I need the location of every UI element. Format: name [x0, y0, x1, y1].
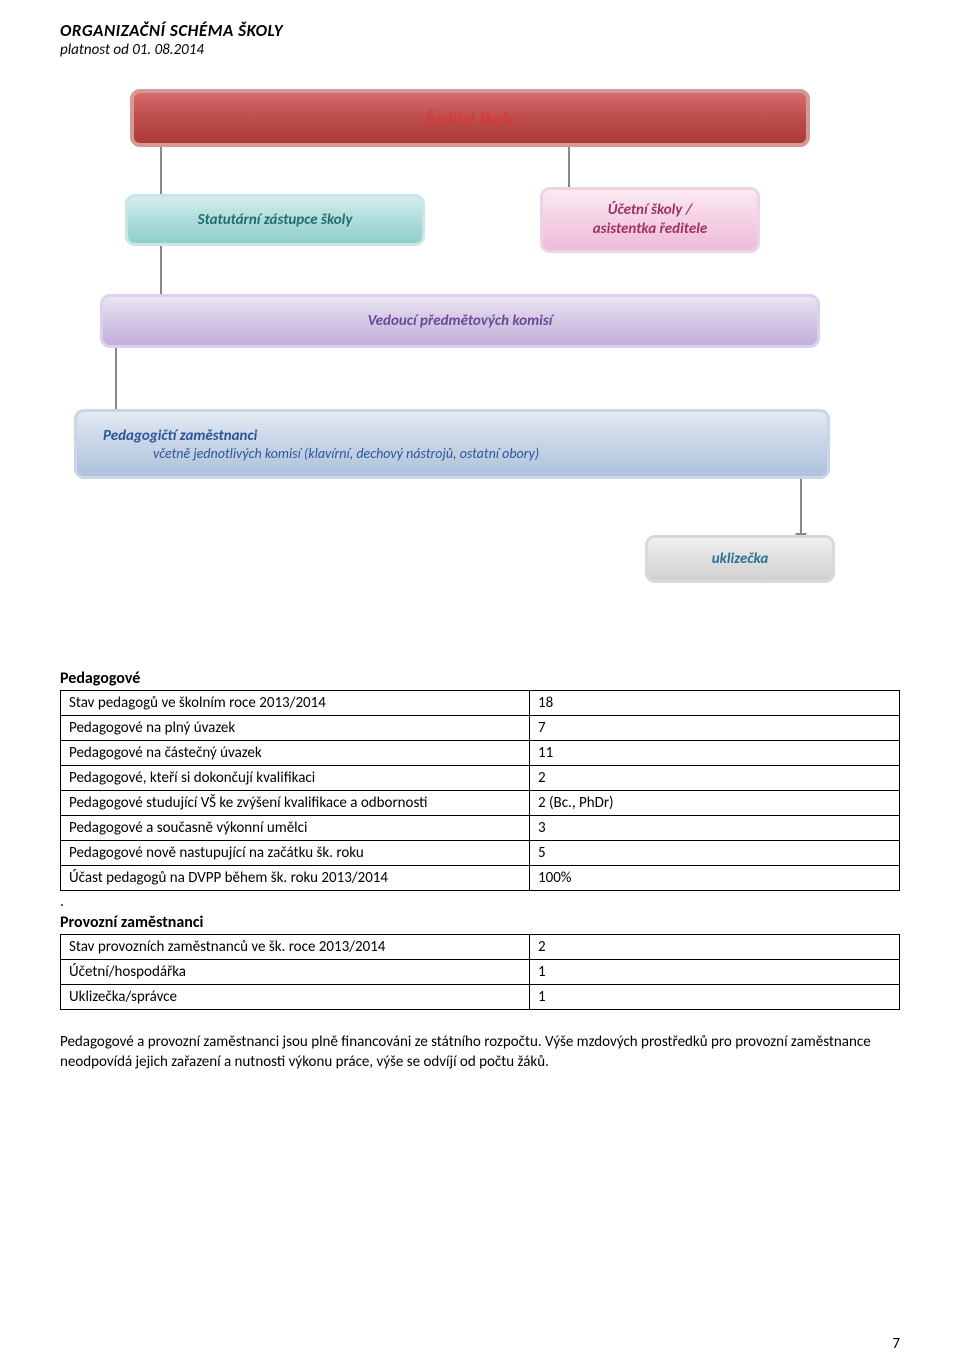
cell-label: Pedagogové na částečný úvazek	[61, 741, 530, 766]
footer-paragraph: Pedagogové a provozní zaměstnanci jsou p…	[60, 1032, 900, 1073]
cell-value: 1	[530, 960, 900, 985]
connector	[115, 348, 117, 409]
table-row: Pedagogové na částečný úvazek11	[61, 741, 900, 766]
table-row: Uklizečka/správce1	[61, 985, 900, 1010]
page-number: 7	[892, 1335, 900, 1353]
node-director: Ředitel školy	[130, 89, 810, 147]
cell-value: 18	[530, 691, 900, 716]
page-title: ORGANIZAČNÍ SCHÉMA ŠKOLY	[60, 20, 900, 41]
cell-label: Stav provozních zaměstnanců ve šk. roce …	[61, 935, 530, 960]
table-row: Pedagogové a současně výkonní umělci3	[61, 816, 900, 841]
cell-value: 3	[530, 816, 900, 841]
cell-label: Uklizečka/správce	[61, 985, 530, 1010]
table-row: Pedagogové studující VŠ ke zvýšení kvali…	[61, 791, 900, 816]
org-chart: Ředitel školy Statutární zástupce školy …	[60, 89, 900, 649]
cell-value: 2	[530, 766, 900, 791]
node-accountant-line2: asistentka ředitele	[593, 220, 708, 240]
table-row: Účast pedagogů na DVPP během šk. roku 20…	[61, 866, 900, 891]
pedagogove-table: Stav pedagogů ve školním roce 2013/20141…	[60, 690, 900, 891]
node-director-label: Ředitel školy	[426, 108, 514, 129]
cell-label: Účetní/hospodářka	[61, 960, 530, 985]
node-heads: Vedoucí předmětových komisí	[100, 294, 820, 348]
table-row: Stav pedagogů ve školním roce 2013/20141…	[61, 691, 900, 716]
provozni-table: Stav provozních zaměstnanců ve šk. roce …	[60, 934, 900, 1010]
section-heading-provozni: Provozní zaměstnanci	[60, 913, 900, 932]
table-row: Pedagogové na plný úvazek7	[61, 716, 900, 741]
table-row: Pedagogové, kteří si dokončují kvalifika…	[61, 766, 900, 791]
cell-value: 11	[530, 741, 900, 766]
node-accountant: Účetní školy / asistentka ředitele	[540, 187, 760, 253]
cell-value: 1	[530, 985, 900, 1010]
connector	[160, 147, 162, 194]
cell-label: Stav pedagogů ve školním roce 2013/2014	[61, 691, 530, 716]
section-heading-pedagogove: Pedagogové	[60, 669, 900, 688]
connector	[568, 147, 570, 187]
connector	[800, 479, 802, 535]
node-cleaner-label: uklizečka	[712, 550, 769, 568]
cell-label: Pedagogové na plný úvazek	[61, 716, 530, 741]
table-row: Účetní/hospodářka1	[61, 960, 900, 985]
node-pedagogical-line2: včetně jednotlivých komisí (klavírní, de…	[153, 445, 539, 462]
cell-label: Pedagogové studující VŠ ke zvýšení kvali…	[61, 791, 530, 816]
node-accountant-line1: Účetní školy /	[608, 201, 693, 221]
node-heads-label: Vedoucí předmětových komisí	[368, 312, 553, 330]
cell-value: 5	[530, 841, 900, 866]
cell-value: 100%	[530, 866, 900, 891]
page-subtitle: platnost od 01. 08.2014	[60, 41, 900, 59]
cell-label: Pedagogové nově nastupující na začátku š…	[61, 841, 530, 866]
table-row: Stav provozních zaměstnanců ve šk. roce …	[61, 935, 900, 960]
node-deputy: Statutární zástupce školy	[125, 194, 425, 246]
cell-label: Účast pedagogů na DVPP během šk. roku 20…	[61, 866, 530, 891]
separator-dot: .	[60, 891, 900, 913]
cell-label: Pedagogové a současně výkonní umělci	[61, 816, 530, 841]
table-row: Pedagogové nově nastupující na začátku š…	[61, 841, 900, 866]
cell-value: 2 (Bc., PhDr)	[530, 791, 900, 816]
node-pedagogical-line1: Pedagogičtí zaměstnanci	[103, 427, 257, 445]
node-deputy-label: Statutární zástupce školy	[198, 211, 353, 229]
cell-value: 7	[530, 716, 900, 741]
cell-value: 2	[530, 935, 900, 960]
cell-label: Pedagogové, kteří si dokončují kvalifika…	[61, 766, 530, 791]
node-pedagogical: Pedagogičtí zaměstnanci včetně jednotliv…	[74, 409, 830, 479]
connector	[160, 246, 162, 294]
node-cleaner: uklizečka	[645, 535, 835, 583]
